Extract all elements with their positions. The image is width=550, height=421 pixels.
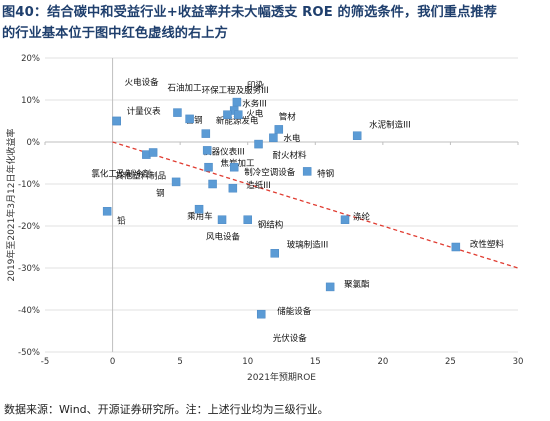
data-point-marker [223, 110, 232, 119]
data-point-marker [202, 146, 212, 155]
data-point-marker [270, 249, 279, 258]
figure-title: 图40：结合碳中和受益行业+收益率并未大幅透支 ROE 的筛选条件，我们重点推荐… [2, 2, 548, 44]
y-tick-label: 0% [27, 138, 41, 148]
point-label: 风电设备 [206, 232, 241, 243]
point-label: 铅 [117, 215, 126, 226]
y-tick-label: -30% [18, 264, 40, 274]
x-tick-label: 15 [310, 357, 321, 367]
point-label: 水泥制造III [369, 120, 411, 131]
data-point-marker [102, 207, 112, 216]
x-tick-label: 30 [513, 357, 524, 367]
point-label: 仪器仪表III [203, 146, 245, 157]
figure-title-line-1: 图40：结合碳中和受益行业+收益率并未大幅透支 ROE 的筛选条件，我们重点推荐 [2, 5, 497, 20]
data-point-marker [352, 131, 362, 140]
y-tick-label: -50% [18, 348, 40, 358]
data-point-marker [204, 162, 213, 172]
point-label: 管材 [279, 111, 297, 122]
point-label: 火电 [246, 109, 264, 120]
source-note: 数据来源：Wind、开源证券研究所。注：上述行业均为三级行业。 [4, 403, 329, 416]
data-point-marker [112, 116, 121, 126]
point-label: 普钢 [186, 115, 203, 126]
point-label: 其他塑料制品 [115, 171, 166, 182]
x-tick-label: 10 [242, 357, 253, 367]
point-label: 耐火材料 [273, 150, 308, 161]
data-point-marker [340, 215, 350, 224]
y-tick-label: 10% [21, 96, 40, 106]
point-label: 改性塑料 [470, 239, 505, 250]
point-label: 储能设备 [277, 306, 312, 317]
data-point-marker [243, 215, 252, 224]
figure-title-line-2: 的行业基本位于图中红色虚线的右上方 [2, 26, 228, 41]
point-label: 光伏设备 [273, 333, 308, 344]
point-label: 玻璃制造III [287, 239, 329, 250]
data-point-marker [325, 282, 335, 292]
data-point-marker [185, 114, 194, 124]
data-point-marker [194, 204, 204, 214]
data-point-marker [208, 179, 217, 189]
x-tick-label: 20 [377, 357, 388, 367]
point-label: 水务III [242, 99, 267, 110]
data-point-marker [234, 110, 243, 119]
data-point-marker [256, 309, 266, 319]
point-label: 钢结构 [258, 220, 284, 231]
data-point-marker [148, 148, 158, 157]
data-point-marker [451, 242, 461, 252]
point-label: 新能源发电 [216, 116, 259, 127]
point-label: 火电设备 [125, 77, 160, 88]
y-tick-label: 20% [21, 54, 40, 64]
y-tick-label: -20% [18, 222, 40, 232]
data-point-marker [229, 162, 239, 172]
y-tick-label: -40% [18, 306, 40, 316]
data-point-marker [173, 108, 182, 117]
data-point-marker [228, 183, 238, 193]
point-label: 制冷空调设备 [244, 167, 296, 178]
data-point-marker [274, 125, 284, 134]
data-point-marker [201, 129, 211, 138]
point-label: 氯化工及制冷剂 [91, 169, 151, 180]
data-point-marker [269, 133, 278, 143]
y-tick-label: -10% [18, 180, 40, 190]
point-label: 聚氯酯 [344, 279, 370, 290]
x-tick-label: 0 [110, 357, 115, 367]
point-label: 钢 [156, 188, 165, 199]
data-point-marker [232, 97, 242, 107]
data-point-marker [217, 215, 227, 224]
point-label: 环保工程及服务III [202, 85, 269, 96]
point-label: 石油加工 [167, 83, 202, 94]
point-label: 乘用车 [187, 211, 213, 222]
point-label: 特钢 [317, 168, 334, 179]
point-label: 涤纶 [353, 212, 371, 223]
scatter-chart: 20% 10% 0% -10% -20% -30% -40% -50% -5 0 5 10 15 20 25… [0, 46, 550, 398]
x-tick-label: 25 [445, 357, 456, 367]
x-tick-label: -5 [41, 357, 49, 367]
y-axis-title: 2019年至2021年3月12日年化收益率 [5, 129, 17, 282]
data-point-marker [171, 177, 181, 187]
point-label: 造纸III [246, 180, 271, 191]
data-point-marker [302, 167, 312, 176]
chart-svg: 20% 10% 0% -10% -20% -30% -40% -50%-5 0 5 10 15 20 25… [5, 54, 524, 383]
x-tick-label: 5 [177, 357, 182, 367]
point-label: 计量仪表 [127, 106, 162, 117]
point-label: 印染 [247, 80, 265, 91]
point-label: 水电 [283, 133, 301, 144]
x-axis-title: 2021年预期ROE [247, 371, 316, 383]
data-point-marker [254, 139, 263, 149]
trend-line [112, 141, 519, 269]
